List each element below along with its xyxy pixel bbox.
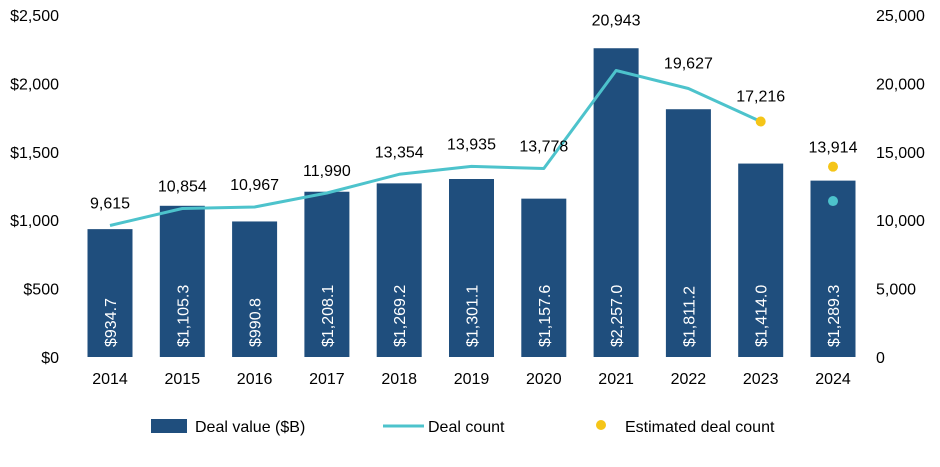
estimated-deal-count-label: 13,914 [809,140,858,157]
bar [593,48,639,357]
y-right-tick-label: 25,000 [876,8,925,25]
deal-count-point-2024 [828,196,838,207]
bar [449,179,494,357]
deal-count-label: 10,967 [230,177,279,194]
bar [232,221,278,357]
y-right-tick-label: 0 [876,350,885,367]
count-value-labels: 9,615 10,854 10,967 11,990 13,354 13,935 13,77… [90,12,858,212]
y-left-tick-label: $1,500 [10,145,59,162]
deal-count-line [109,69,762,227]
legend-label-deal-value: Deal value ($B) [195,419,305,436]
bar [304,191,350,357]
deal-count-label: 20,943 [592,12,641,29]
bar-value-label: $1,289.3 [826,285,843,347]
x-tick-label: 2020 [526,371,562,388]
y-left-tick-label: $500 [23,282,59,299]
y-right-tick-label: 5,000 [876,282,916,299]
y-right-tick-label: 10,000 [876,213,925,230]
y-left-tick-label: $2,500 [10,8,59,25]
bar [87,229,133,357]
legend-label-estimated-deal-count: Estimated deal count [625,419,775,436]
bar-value-label: $1,414.0 [754,285,771,347]
legend-item-estimated-deal-count: Estimated deal count [596,419,775,436]
y-axis-left: $0 $500 $1,000 $1,500 $2,000 $2,500 [10,8,59,367]
bar [738,163,784,357]
bar-value-label: $1,301.1 [465,285,482,347]
bar [810,180,856,357]
y-left-tick-label: $2,000 [10,76,59,93]
bar [376,183,422,357]
x-tick-label: 2014 [92,371,128,388]
bar-value-label: $1,105.3 [175,285,192,347]
deal-count-label: 13,778 [519,139,568,156]
deal-count-label: 13,935 [447,136,496,153]
x-axis: 2014 2015 2016 2017 2018 2019 2020 2021 2022 2023… [92,371,851,388]
bar [159,205,205,357]
bar-value-label: $934.7 [103,298,120,347]
bar [665,109,711,357]
y-left-tick-label: $0 [41,350,59,367]
y-right-tick-label: 15,000 [876,145,925,162]
y-left-tick-label: $1,000 [10,213,59,230]
x-tick-label: 2021 [598,371,634,388]
x-tick-label: 2017 [309,371,345,388]
bar-series-deal-value [87,48,856,357]
legend-item-deal-count: Deal count [383,419,505,436]
x-tick-label: 2015 [165,371,201,388]
x-tick-label: 2022 [671,371,707,388]
x-tick-label: 2024 [815,371,851,388]
x-tick-label: 2019 [454,371,490,388]
legend-label-deal-count: Deal count [428,419,505,436]
chart-legend: Deal value ($B) Deal count Estimated dea… [151,419,775,436]
bar-value-labels: $934.7 $1,105.3 $990.8 $1,208.1 $1,269.2 $1,3… [103,285,843,347]
y-axis-right: 0 5,000 10,000 15,000 20,000 25,000 [876,8,925,367]
legend-item-deal-value: Deal value ($B) [151,419,305,436]
deal-count-label: 11,990 [303,163,351,180]
y-right-tick-label: 20,000 [876,76,925,93]
deal-count-label: 13,354 [375,144,424,161]
bar-value-label: $1,208.1 [320,285,337,347]
bar-value-label: $1,269.2 [392,285,409,347]
x-tick-label: 2016 [237,371,273,388]
legend-swatch-deal-value [151,419,187,433]
line-series-deal-count [109,69,762,227]
x-tick-label: 2018 [381,371,417,388]
estimated-deal-count-point [755,116,766,127]
deal-count-label: 17,216 [736,88,785,105]
bar [521,198,567,357]
deal-count-label: 19,627 [664,56,713,73]
estimated-deal-count-point [828,161,838,172]
deal-count-label: 10,854 [158,179,207,196]
scatter-series-estimated-deal-count [755,116,838,207]
legend-swatch-estimated-deal-count [596,420,606,430]
deal-count-label: 9,615 [90,195,130,212]
bar-value-label: $2,257.0 [609,285,626,347]
bar-value-label: $990.8 [248,298,265,347]
x-tick-label: 2023 [743,371,779,388]
bar-value-label: $1,157.6 [537,285,554,347]
bar-value-label: $1,811.2 [681,286,698,347]
